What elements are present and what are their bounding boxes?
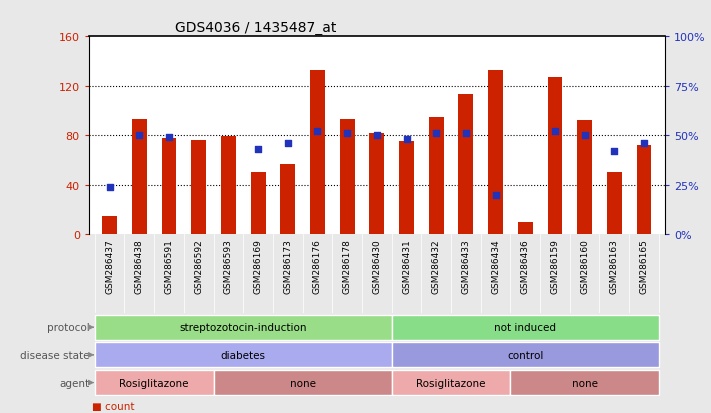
Text: GDS4036 / 1435487_at: GDS4036 / 1435487_at: [176, 21, 336, 35]
Bar: [95, 370, 213, 395]
Bar: [251, 173, 265, 235]
Text: GSM286431: GSM286431: [402, 239, 411, 293]
Bar: [459, 95, 474, 235]
Text: GSM286178: GSM286178: [343, 239, 352, 293]
Bar: [518, 222, 533, 235]
Text: GSM286593: GSM286593: [224, 239, 233, 293]
Text: GSM286433: GSM286433: [461, 239, 471, 293]
Point: [490, 192, 501, 198]
Text: GSM286169: GSM286169: [254, 239, 262, 293]
Bar: [132, 120, 146, 235]
Text: none: none: [289, 377, 316, 388]
Text: GSM286163: GSM286163: [610, 239, 619, 293]
Point: [579, 133, 590, 139]
Point: [431, 131, 442, 137]
Text: none: none: [572, 377, 598, 388]
Text: GSM286176: GSM286176: [313, 239, 322, 293]
Bar: [280, 164, 295, 235]
Bar: [161, 138, 176, 235]
Bar: [399, 142, 414, 235]
Text: streptozotocin-induction: streptozotocin-induction: [179, 323, 307, 332]
Point: [341, 131, 353, 137]
Point: [134, 133, 145, 139]
Bar: [607, 173, 621, 235]
Bar: [340, 120, 355, 235]
Text: Rosiglitazone: Rosiglitazone: [417, 377, 486, 388]
Bar: [221, 137, 236, 235]
Text: protocol: protocol: [47, 323, 90, 332]
Text: not induced: not induced: [494, 323, 556, 332]
Text: diabetes: diabetes: [220, 350, 266, 360]
Bar: [370, 133, 384, 235]
Bar: [95, 342, 392, 368]
Bar: [213, 370, 392, 395]
Text: agent: agent: [59, 377, 90, 388]
Text: GSM286434: GSM286434: [491, 239, 500, 293]
Bar: [102, 216, 117, 235]
Text: GSM286591: GSM286591: [164, 239, 173, 293]
Point: [550, 128, 561, 135]
Point: [609, 148, 620, 155]
Point: [282, 140, 294, 147]
Text: GSM286159: GSM286159: [550, 239, 560, 293]
Text: control: control: [507, 350, 543, 360]
Text: GSM286430: GSM286430: [373, 239, 381, 293]
Bar: [488, 71, 503, 235]
Text: GSM286160: GSM286160: [580, 239, 589, 293]
Bar: [510, 370, 659, 395]
Point: [164, 135, 175, 141]
Point: [104, 184, 115, 190]
Bar: [310, 71, 325, 235]
Text: GSM286436: GSM286436: [520, 239, 530, 293]
Bar: [636, 146, 651, 235]
Text: GSM286592: GSM286592: [194, 239, 203, 293]
Text: GSM286438: GSM286438: [135, 239, 144, 293]
Bar: [429, 117, 444, 235]
Text: disease state: disease state: [20, 350, 90, 360]
Text: ■ count: ■ count: [92, 401, 135, 411]
Point: [460, 131, 471, 137]
Bar: [392, 370, 510, 395]
Bar: [392, 315, 659, 340]
Text: GSM286432: GSM286432: [432, 239, 441, 293]
Bar: [392, 342, 659, 368]
Text: GSM286437: GSM286437: [105, 239, 114, 293]
Text: Rosiglitazone: Rosiglitazone: [119, 377, 189, 388]
Bar: [577, 121, 592, 235]
Point: [371, 133, 383, 139]
Point: [401, 137, 412, 143]
Text: GSM286173: GSM286173: [283, 239, 292, 293]
Point: [252, 146, 264, 153]
Bar: [95, 315, 392, 340]
Bar: [547, 78, 562, 235]
Text: GSM286165: GSM286165: [639, 239, 648, 293]
Point: [638, 140, 650, 147]
Bar: [191, 141, 206, 235]
Point: [311, 128, 323, 135]
